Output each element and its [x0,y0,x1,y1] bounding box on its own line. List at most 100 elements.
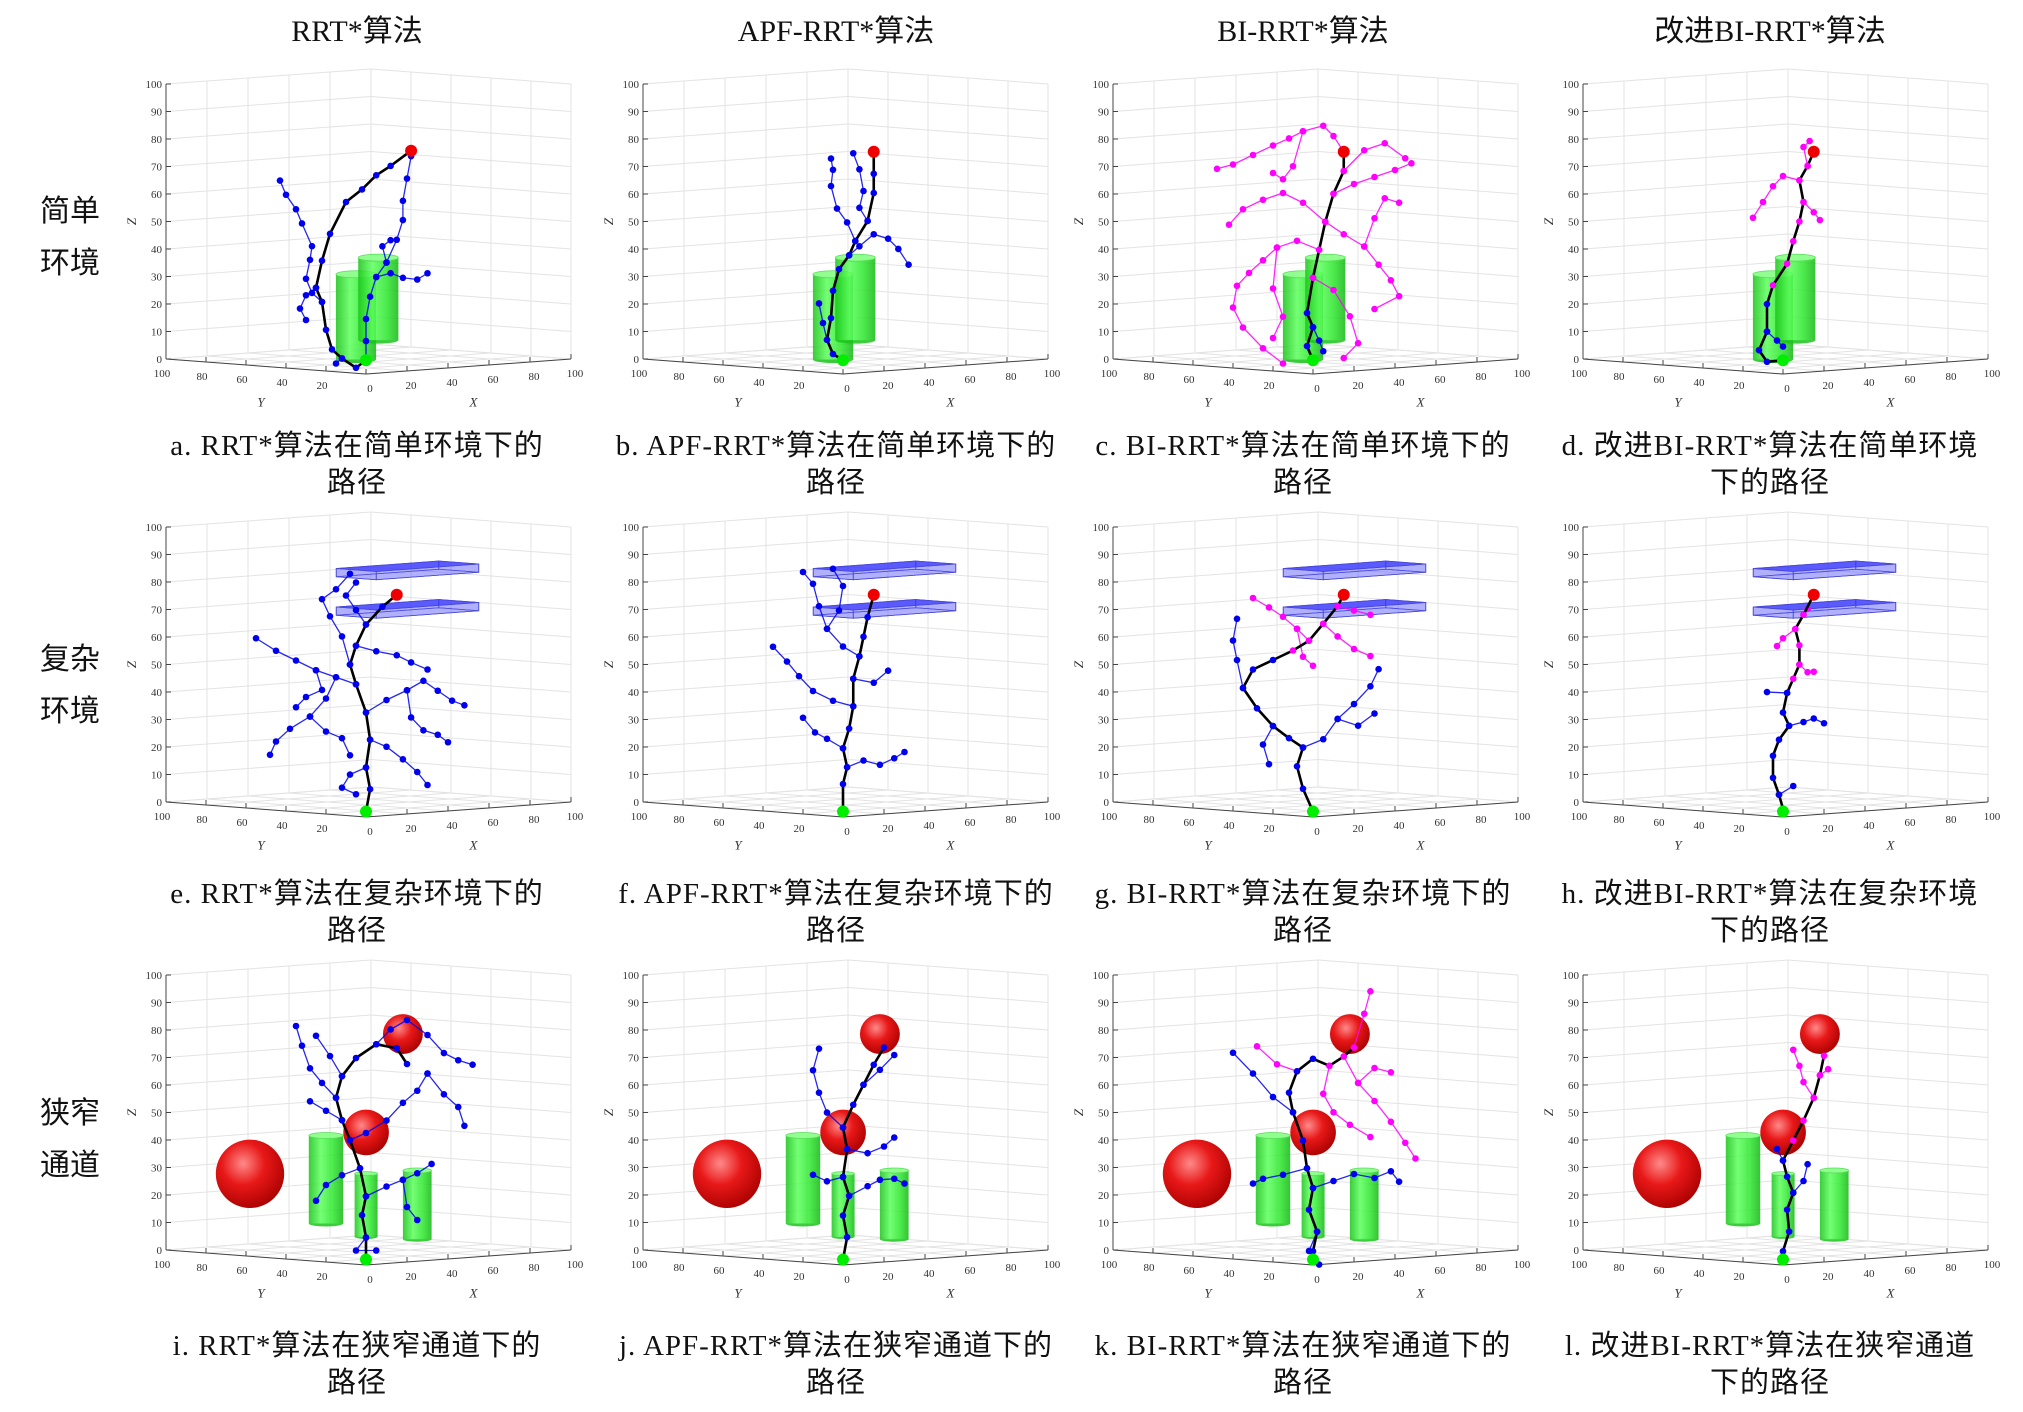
tree-edge-blue [321,573,351,665]
grid-line [642,206,849,222]
y-tick-label: 80 [197,1262,209,1274]
tree-node-blue [454,1056,462,1064]
tree-node-blue [890,1134,898,1141]
tree-node-magenta [1800,1078,1807,1086]
grid-line [165,539,372,555]
z-tick-label: 20 [1098,1190,1110,1202]
z-tick-label: 70 [151,1053,163,1065]
caption-line: i. RRT*算法在狭窄通道下的 [172,1330,542,1362]
grid-line [165,123,372,140]
y-axis-label: Y [1204,395,1213,410]
z-tick-label: 90 [1568,998,1580,1010]
y-tick-label: 80 [674,814,686,826]
tree-node-blue [1395,1178,1403,1185]
z-tick-label: 40 [1098,244,1110,256]
tree-node-blue [272,647,280,655]
tree-node-magenta [1279,360,1287,367]
grid-line [1582,786,1789,803]
grid-line [247,1243,449,1260]
grid-line [1705,792,1907,809]
grid-line [1787,151,1989,167]
tree-node-blue [399,756,407,763]
tree-node-blue [312,666,320,674]
row-label-complex: 复杂 环境 [30,634,110,738]
grid-line [847,676,1049,693]
tree-edge-magenta [1232,240,1320,365]
tree-node-blue [856,243,863,250]
x-tick-label: 40 [924,1268,936,1280]
path-node [1763,300,1771,308]
tree-node-magenta [1401,1139,1409,1147]
z-tick-label: 40 [151,687,163,699]
caption-line: 下的路径 [1709,1367,1830,1399]
x-tick-label: 80 [1006,814,1018,826]
tree-node-blue [318,686,326,694]
x-tick-label: 60 [1435,1265,1447,1277]
grid-line [847,1097,1049,1113]
grid-line [642,676,849,693]
tree-node-blue [407,714,415,721]
grid-line [847,206,1049,222]
y-axis-label: Y [1674,395,1683,410]
cylinder-body [1775,257,1816,341]
grid-line [370,786,572,803]
grid-line [1787,1097,1989,1113]
caption-line: 下的路径 [1709,467,1830,499]
path-node [1775,736,1783,743]
y-tick-label: 20 [794,1271,806,1283]
y-axis-label: Y [734,838,743,853]
path-node [1309,1055,1317,1063]
z-tick-label: 50 [628,660,640,672]
path-node [1792,625,1799,633]
grid-line [1317,704,1519,720]
path-node [362,1234,370,1241]
grid-line [1787,206,1989,222]
path-node [1303,309,1311,317]
tree-node-magenta [1367,611,1374,619]
grid-line [847,178,1049,195]
grid-line [370,343,572,360]
tree-node-blue [1229,637,1237,644]
z-tick-label: 70 [628,162,640,174]
grid-line [1317,511,1519,528]
path-node [1800,611,1807,619]
path-node [1309,323,1317,331]
y-axis [1582,801,1784,818]
y-tick-label: 80 [197,371,209,383]
x-axis [365,801,572,818]
y-tick-label: 80 [1614,814,1626,826]
z-tick-label: 40 [151,244,163,256]
grid-line [1787,1234,1989,1251]
grid-line [1112,178,1319,195]
row-label-line: 通道 [40,1149,100,1182]
sphere-obstacle [692,1139,762,1208]
tree-node-blue [383,696,390,704]
tree-node-blue [306,713,314,720]
grid-line [1582,731,1789,748]
x-tick-label: 40 [1394,820,1406,832]
tree-node-blue [292,657,300,664]
grid-line [325,798,532,815]
grid-line [1622,346,1829,363]
z-tick-label: 10 [1568,327,1580,339]
grid-line [1787,539,1989,555]
path-node [1783,689,1791,697]
box-face [813,560,956,572]
tree-node-magenta [1259,344,1267,352]
grid-line [1276,789,1478,806]
grid-line [1582,511,1789,528]
grid-line [1112,594,1319,610]
cylinder-top [1301,1171,1325,1177]
grid-line [1582,649,1789,665]
grid-line [642,151,849,167]
z-tick-label: 30 [628,272,640,284]
tree-node-blue [276,177,284,184]
grid-line [165,1069,372,1086]
grid-line [1742,355,1949,372]
tree-node-magenta [1367,652,1374,660]
tree-node-blue [424,1070,431,1077]
tree-edge-blue [1232,618,1244,689]
z-tick-label: 20 [1098,299,1110,311]
caption-f: f. APF-RRT*算法在复杂环境下的 路径 [601,876,1071,950]
tree-node-blue [835,607,843,614]
